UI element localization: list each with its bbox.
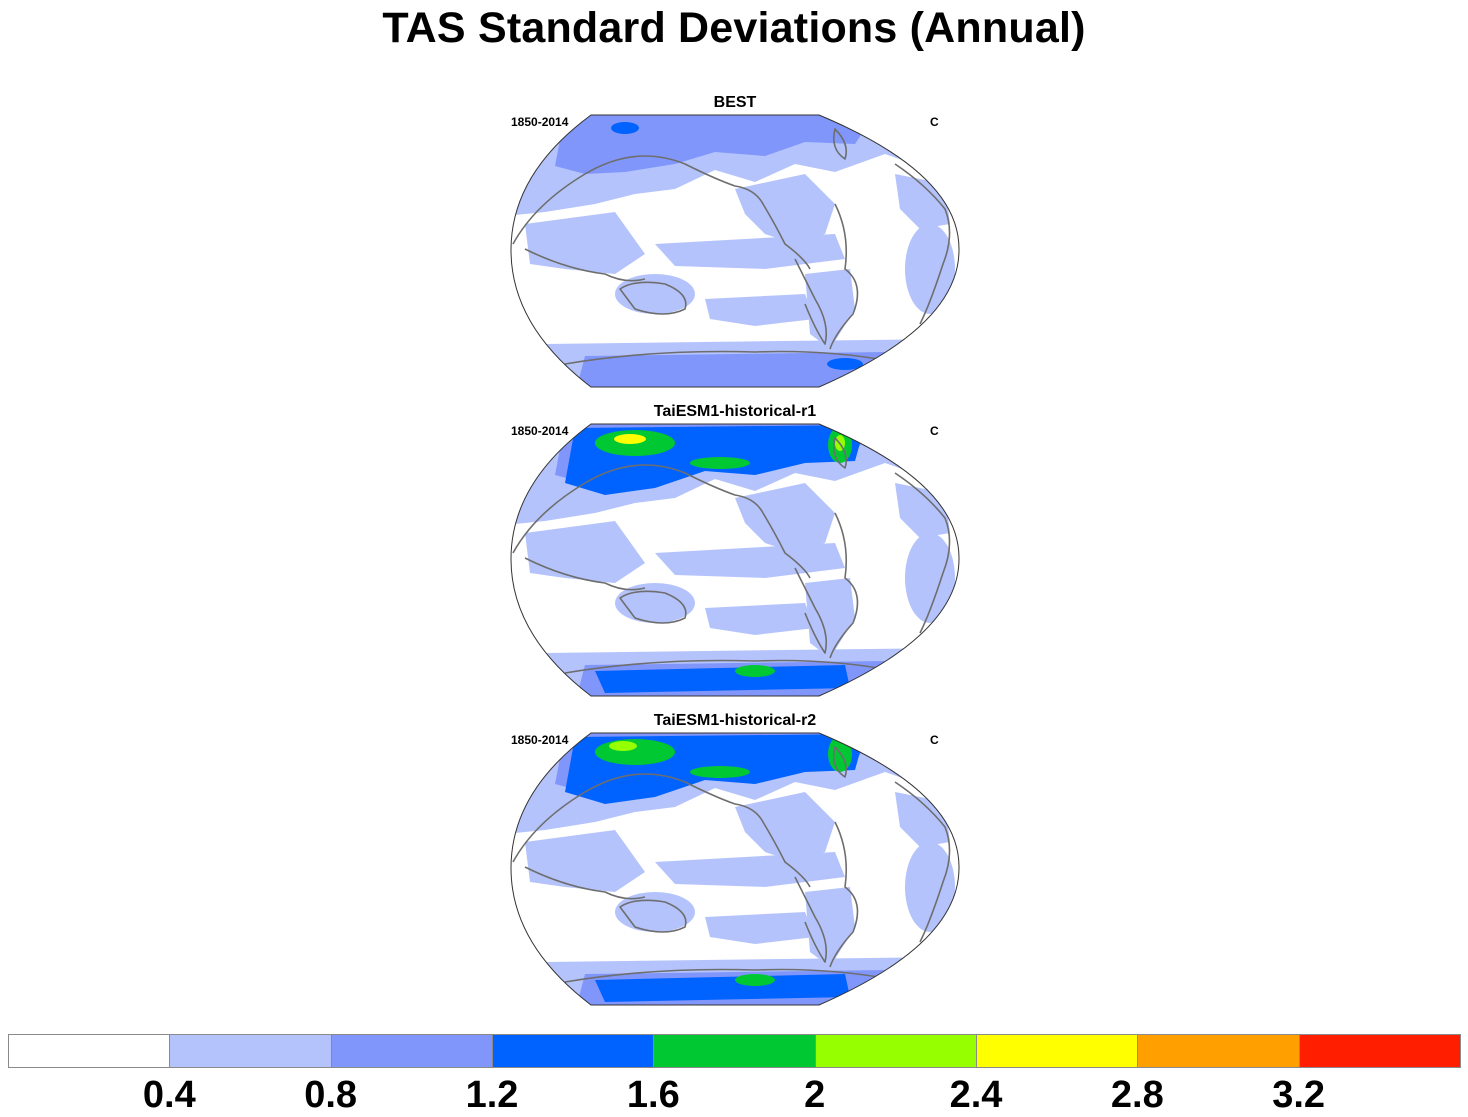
coast-greenland: [832, 746, 848, 778]
coastlines: [512, 746, 951, 983]
coast-south-america-west: [794, 258, 828, 345]
map-panel-model-r1: TaiESM1-historical-r1 1850-2014 C: [505, 403, 965, 713]
north-america-interior: [735, 483, 835, 553]
world-map: [510, 114, 960, 388]
siberia-extreme: [595, 739, 675, 765]
figure-title: TAS Standard Deviations (Annual): [382, 4, 1086, 52]
coast-australia: [619, 899, 687, 933]
colorbar-segment: [330, 1034, 493, 1068]
coast-pacific-north: [512, 155, 811, 270]
antarctic-high-variance: [595, 974, 850, 1002]
antarctica: [575, 352, 905, 387]
alaska-extreme: [690, 766, 750, 778]
shading-layer: [511, 424, 960, 696]
coastlines: [512, 437, 951, 674]
coast-pacific-north: [512, 464, 811, 579]
tropical-pacific-band: [655, 543, 845, 578]
colorbar-segment: [169, 1034, 332, 1068]
coast-south-america-west: [794, 876, 828, 963]
south-america: [805, 578, 855, 658]
colorbar: [8, 1034, 1461, 1068]
coast-atlantic-west: [829, 203, 859, 350]
coast-atlantic-east: [894, 472, 951, 634]
colorbar-tick-label: 2.4: [949, 1074, 1003, 1116]
coast-antarctica: [564, 350, 906, 365]
colorbar-tick-label: 2.8: [1110, 1074, 1164, 1116]
colorbar-tick-label: 0.8: [304, 1074, 358, 1116]
coast-asia-south: [524, 248, 646, 282]
units-label: C: [930, 424, 939, 438]
coast-atlantic-west: [829, 821, 859, 968]
coast-atlantic-east: [894, 163, 951, 325]
coast-antarctica: [564, 659, 906, 674]
period-label: 1850-2014: [511, 115, 569, 129]
map-border: [510, 423, 960, 697]
colorbar-segment: [976, 1034, 1139, 1068]
coast-atlantic-east: [894, 781, 951, 943]
colorbar-segment: [8, 1034, 171, 1068]
coast-pacific-north: [512, 773, 811, 888]
africa: [905, 533, 955, 623]
colorbar-segment: [1298, 1034, 1461, 1068]
south-america: [805, 269, 855, 349]
tropical-pacific-band: [655, 852, 845, 887]
coast-greenland: [832, 437, 848, 469]
panel-title: BEST: [713, 94, 757, 111]
world-map: [510, 423, 960, 697]
asia-interior: [525, 830, 645, 892]
africa: [905, 842, 955, 932]
shading-layer: [511, 733, 960, 1005]
colorbar-tick-label: 3.2: [1272, 1074, 1326, 1116]
world-map: [510, 732, 960, 1006]
coast-south-america-west: [794, 567, 828, 654]
colorbar-segment: [1137, 1034, 1300, 1068]
map-panel-best: BEST 1850-2014 C: [505, 94, 965, 404]
antarctic-high-variance: [595, 665, 850, 693]
siberia-peak: [609, 741, 637, 751]
asia-interior: [525, 212, 645, 274]
units-label: C: [930, 733, 939, 747]
antarctic-peak: [827, 358, 863, 370]
coast-australia: [619, 281, 687, 315]
colorbar-segment: [653, 1034, 816, 1068]
south-pacific-band: [705, 294, 815, 326]
coast-australia: [619, 590, 687, 624]
coast-asia-south: [524, 866, 646, 900]
south-pacific-band: [705, 912, 815, 944]
coast-atlantic-west: [829, 512, 859, 659]
north-america-interior: [735, 174, 835, 244]
tropical-pacific-band: [655, 234, 845, 269]
colorbar-tick-label: 1.2: [465, 1074, 519, 1116]
units-label: C: [930, 115, 939, 129]
siberia-peak: [614, 434, 646, 444]
map-border: [510, 114, 960, 388]
map-border: [510, 732, 960, 1006]
period-label: 1850-2014: [511, 733, 569, 747]
south-america: [805, 887, 855, 967]
period-label: 1850-2014: [511, 424, 569, 438]
map-panel-model-r2: TaiESM1-historical-r2 1850-2014 C: [505, 712, 965, 1022]
antarctic-extreme: [735, 974, 775, 986]
colorbar-tick-label: 1.6: [626, 1074, 680, 1116]
antarctic-extreme: [735, 665, 775, 677]
coastlines: [512, 128, 951, 365]
coast-antarctica: [564, 968, 906, 983]
colorbar-tick-label: 0.4: [142, 1074, 196, 1116]
colorbar-tick-label: 2: [804, 1074, 826, 1116]
colorbar-segment: [492, 1034, 655, 1068]
panel-title: TaiESM1-historical-r2: [653, 712, 817, 729]
asia-interior: [525, 521, 645, 583]
alaska-extreme: [690, 457, 750, 469]
north-america-interior: [735, 792, 835, 862]
africa: [905, 224, 955, 314]
siberia-peak: [611, 122, 639, 134]
panel-title: TaiESM1-historical-r1: [653, 403, 817, 420]
south-pacific-band: [705, 603, 815, 635]
coast-asia-south: [524, 557, 646, 591]
colorbar-segment: [814, 1034, 977, 1068]
coast-greenland: [832, 128, 848, 160]
shading-layer: [511, 115, 960, 387]
